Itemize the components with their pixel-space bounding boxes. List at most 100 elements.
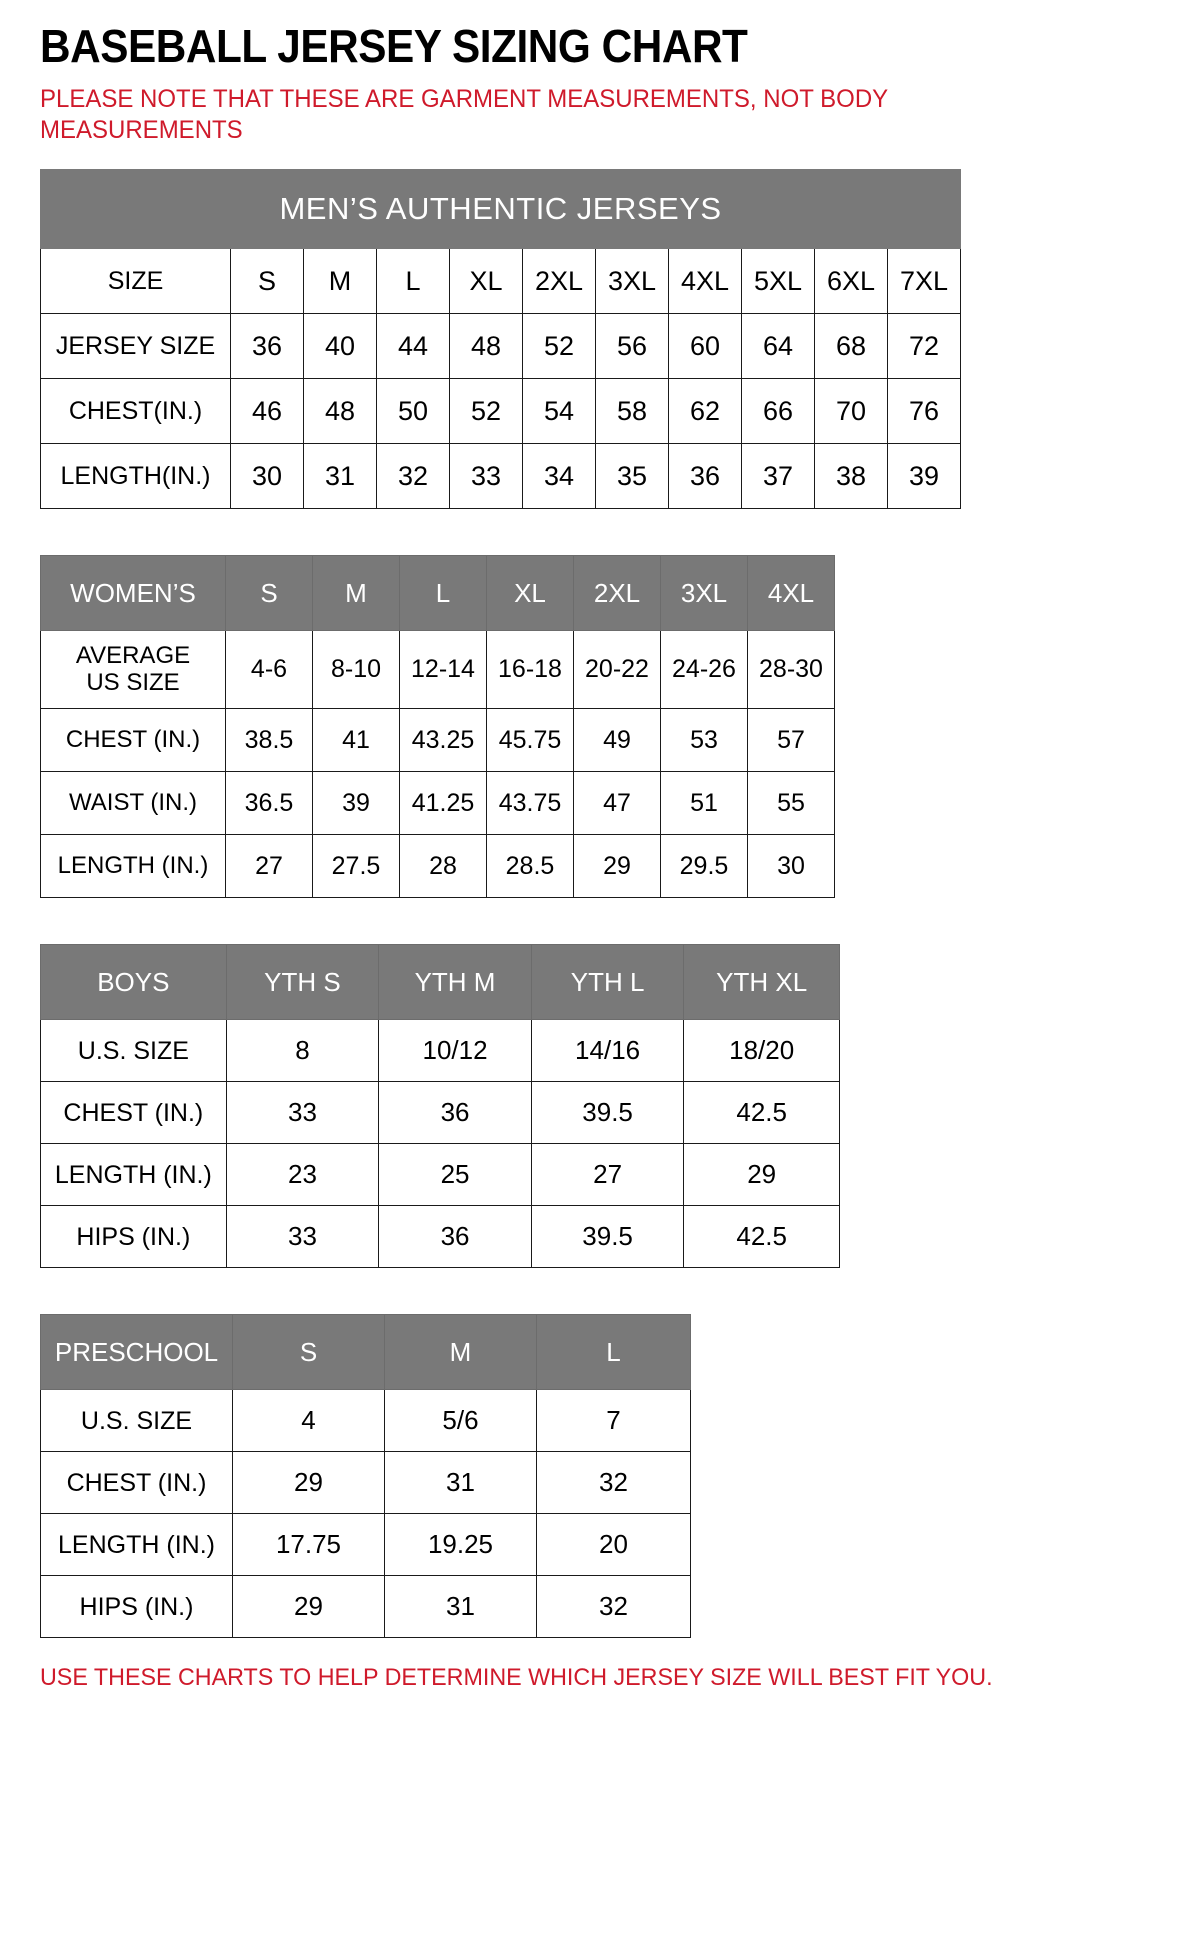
table-cell: 33 — [225, 1205, 380, 1269]
column-header: M — [303, 248, 377, 315]
row-label: WAIST (IN.) — [40, 771, 226, 836]
column-header: YTH S — [225, 944, 380, 1021]
table-cell: 43.75 — [486, 771, 574, 836]
table-cell: 29 — [232, 1575, 385, 1639]
preschool-header-label: PRESCHOOL — [40, 1314, 233, 1391]
column-header: L — [536, 1314, 691, 1391]
row-label: HIPS (IN.) — [40, 1205, 227, 1269]
table-cell: 38 — [814, 443, 888, 510]
womens-header-label: WOMEN’S — [40, 555, 226, 632]
column-header: 2XL — [522, 248, 596, 315]
table-cell: 50 — [376, 378, 450, 445]
table-cell: 48 — [449, 313, 523, 380]
table-cell: 24-26 — [660, 630, 748, 710]
table-cell: 49 — [573, 708, 661, 773]
table-cell: 36 — [230, 313, 304, 380]
table-row: HIPS (IN.) 33 36 39.5 42.5 — [40, 1205, 840, 1269]
table-cell: 36 — [668, 443, 742, 510]
column-header: 3XL — [660, 555, 748, 632]
table-row: AVERAGE US SIZE 4-6 8-10 12-14 16-18 20-… — [40, 630, 835, 710]
table-row: HIPS (IN.) 29 31 32 — [40, 1575, 691, 1639]
column-header: 3XL — [595, 248, 669, 315]
table-row: CHEST(IN.) 46 48 50 52 54 58 62 66 70 76 — [40, 378, 962, 445]
table-cell: 39 — [886, 443, 962, 510]
table-cell: 34 — [522, 443, 596, 510]
column-header: 5XL — [741, 248, 815, 315]
table-row: CHEST (IN.) 29 31 32 — [40, 1451, 691, 1515]
table-cell: 32 — [376, 443, 450, 510]
table-cell: 25 — [378, 1143, 532, 1207]
table-cell: 58 — [595, 378, 669, 445]
table-row: CHEST (IN.) 33 36 39.5 42.5 — [40, 1081, 840, 1145]
column-header: S — [232, 1314, 385, 1391]
table-cell: 72 — [886, 313, 962, 380]
table-cell: 41.25 — [399, 771, 487, 836]
mens-banner-title: MEN’S AUTHENTIC JERSEYS — [39, 169, 962, 250]
table-cell: 27 — [530, 1143, 685, 1207]
table-cell: 44 — [376, 313, 450, 380]
footer-note: USE THESE CHARTS TO HELP DETERMINE WHICH… — [40, 1664, 993, 1692]
column-header-size: SIZE — [40, 248, 231, 315]
table-cell: 31 — [384, 1451, 537, 1515]
column-header: M — [384, 1314, 537, 1391]
table-cell: 29.5 — [660, 834, 748, 899]
table-cell: 39.5 — [530, 1205, 685, 1269]
row-label: U.S. SIZE — [40, 1389, 233, 1453]
column-header: 4XL — [747, 555, 835, 632]
table-cell: 5/6 — [384, 1389, 537, 1453]
table-cell: 64 — [741, 313, 815, 380]
table-cell: 37 — [741, 443, 815, 510]
table-cell: 76 — [886, 378, 962, 445]
column-header: S — [230, 248, 304, 315]
table-cell: 46 — [230, 378, 304, 445]
column-header: 4XL — [668, 248, 742, 315]
table-cell: 43.25 — [399, 708, 487, 773]
row-label: LENGTH (IN.) — [40, 1143, 227, 1207]
table-row: CHEST (IN.) 38.5 41 43.25 45.75 49 53 57 — [40, 708, 835, 773]
table-row: LENGTH (IN.) 27 27.5 28 28.5 29 29.5 30 — [40, 834, 835, 899]
table-cell: 28-30 — [747, 630, 835, 710]
column-header: 7XL — [886, 248, 962, 315]
table-cell: 31 — [303, 443, 377, 510]
table-cell: 14/16 — [530, 1019, 685, 1083]
table-cell: 57 — [747, 708, 835, 773]
column-header: YTH L — [530, 944, 685, 1021]
page-title: BASEBALL JERSEY SIZING CHART — [40, 20, 748, 72]
column-header: 2XL — [573, 555, 661, 632]
womens-sizing-table: WOMEN’S S M L XL 2XL 3XL 4XL AVERAGE US … — [40, 555, 835, 899]
column-header: XL — [486, 555, 574, 632]
table-cell: 47 — [573, 771, 661, 836]
table-cell: 31 — [384, 1575, 537, 1639]
table-cell: 52 — [522, 313, 596, 380]
table-cell: 28.5 — [486, 834, 574, 899]
table-cell: 19.25 — [384, 1513, 537, 1577]
table-row: LENGTH (IN.) 17.75 19.25 20 — [40, 1513, 691, 1577]
table-cell: 55 — [747, 771, 835, 836]
table-cell: 30 — [747, 834, 835, 899]
table-header-row: SIZE S M L XL 2XL 3XL 4XL 5XL 6XL 7XL — [40, 248, 962, 315]
table-cell: 28 — [399, 834, 487, 899]
boys-header-label: BOYS — [40, 944, 227, 1021]
table-cell: 68 — [814, 313, 888, 380]
table-cell: 39.5 — [530, 1081, 685, 1145]
table-row: LENGTH(IN.) 30 31 32 33 34 35 36 37 38 3… — [40, 443, 962, 510]
column-header: L — [399, 555, 487, 632]
boys-sizing-table: BOYS YTH S YTH M YTH L YTH XL U.S. SIZE … — [40, 944, 840, 1269]
table-cell: 32 — [536, 1451, 691, 1515]
table-row: LENGTH (IN.) 23 25 27 29 — [40, 1143, 840, 1207]
row-label: CHEST (IN.) — [40, 708, 226, 773]
table-cell: 36.5 — [225, 771, 313, 836]
table-cell: 10/12 — [378, 1019, 532, 1083]
table-cell: 33 — [449, 443, 523, 510]
table-cell: 32 — [536, 1575, 691, 1639]
row-label: CHEST(IN.) — [40, 378, 231, 445]
table-cell: 48 — [303, 378, 377, 445]
table-row: JERSEY SIZE 36 40 44 48 52 56 60 64 68 7… — [40, 313, 962, 380]
row-label-line: AVERAGE — [75, 641, 191, 669]
row-label: CHEST (IN.) — [40, 1081, 227, 1145]
table-cell: 7 — [536, 1389, 691, 1453]
table-row: WAIST (IN.) 36.5 39 41.25 43.75 47 51 55 — [40, 771, 835, 836]
table-cell: 52 — [449, 378, 523, 445]
table-cell: 20 — [536, 1513, 691, 1577]
table-cell: 54 — [522, 378, 596, 445]
